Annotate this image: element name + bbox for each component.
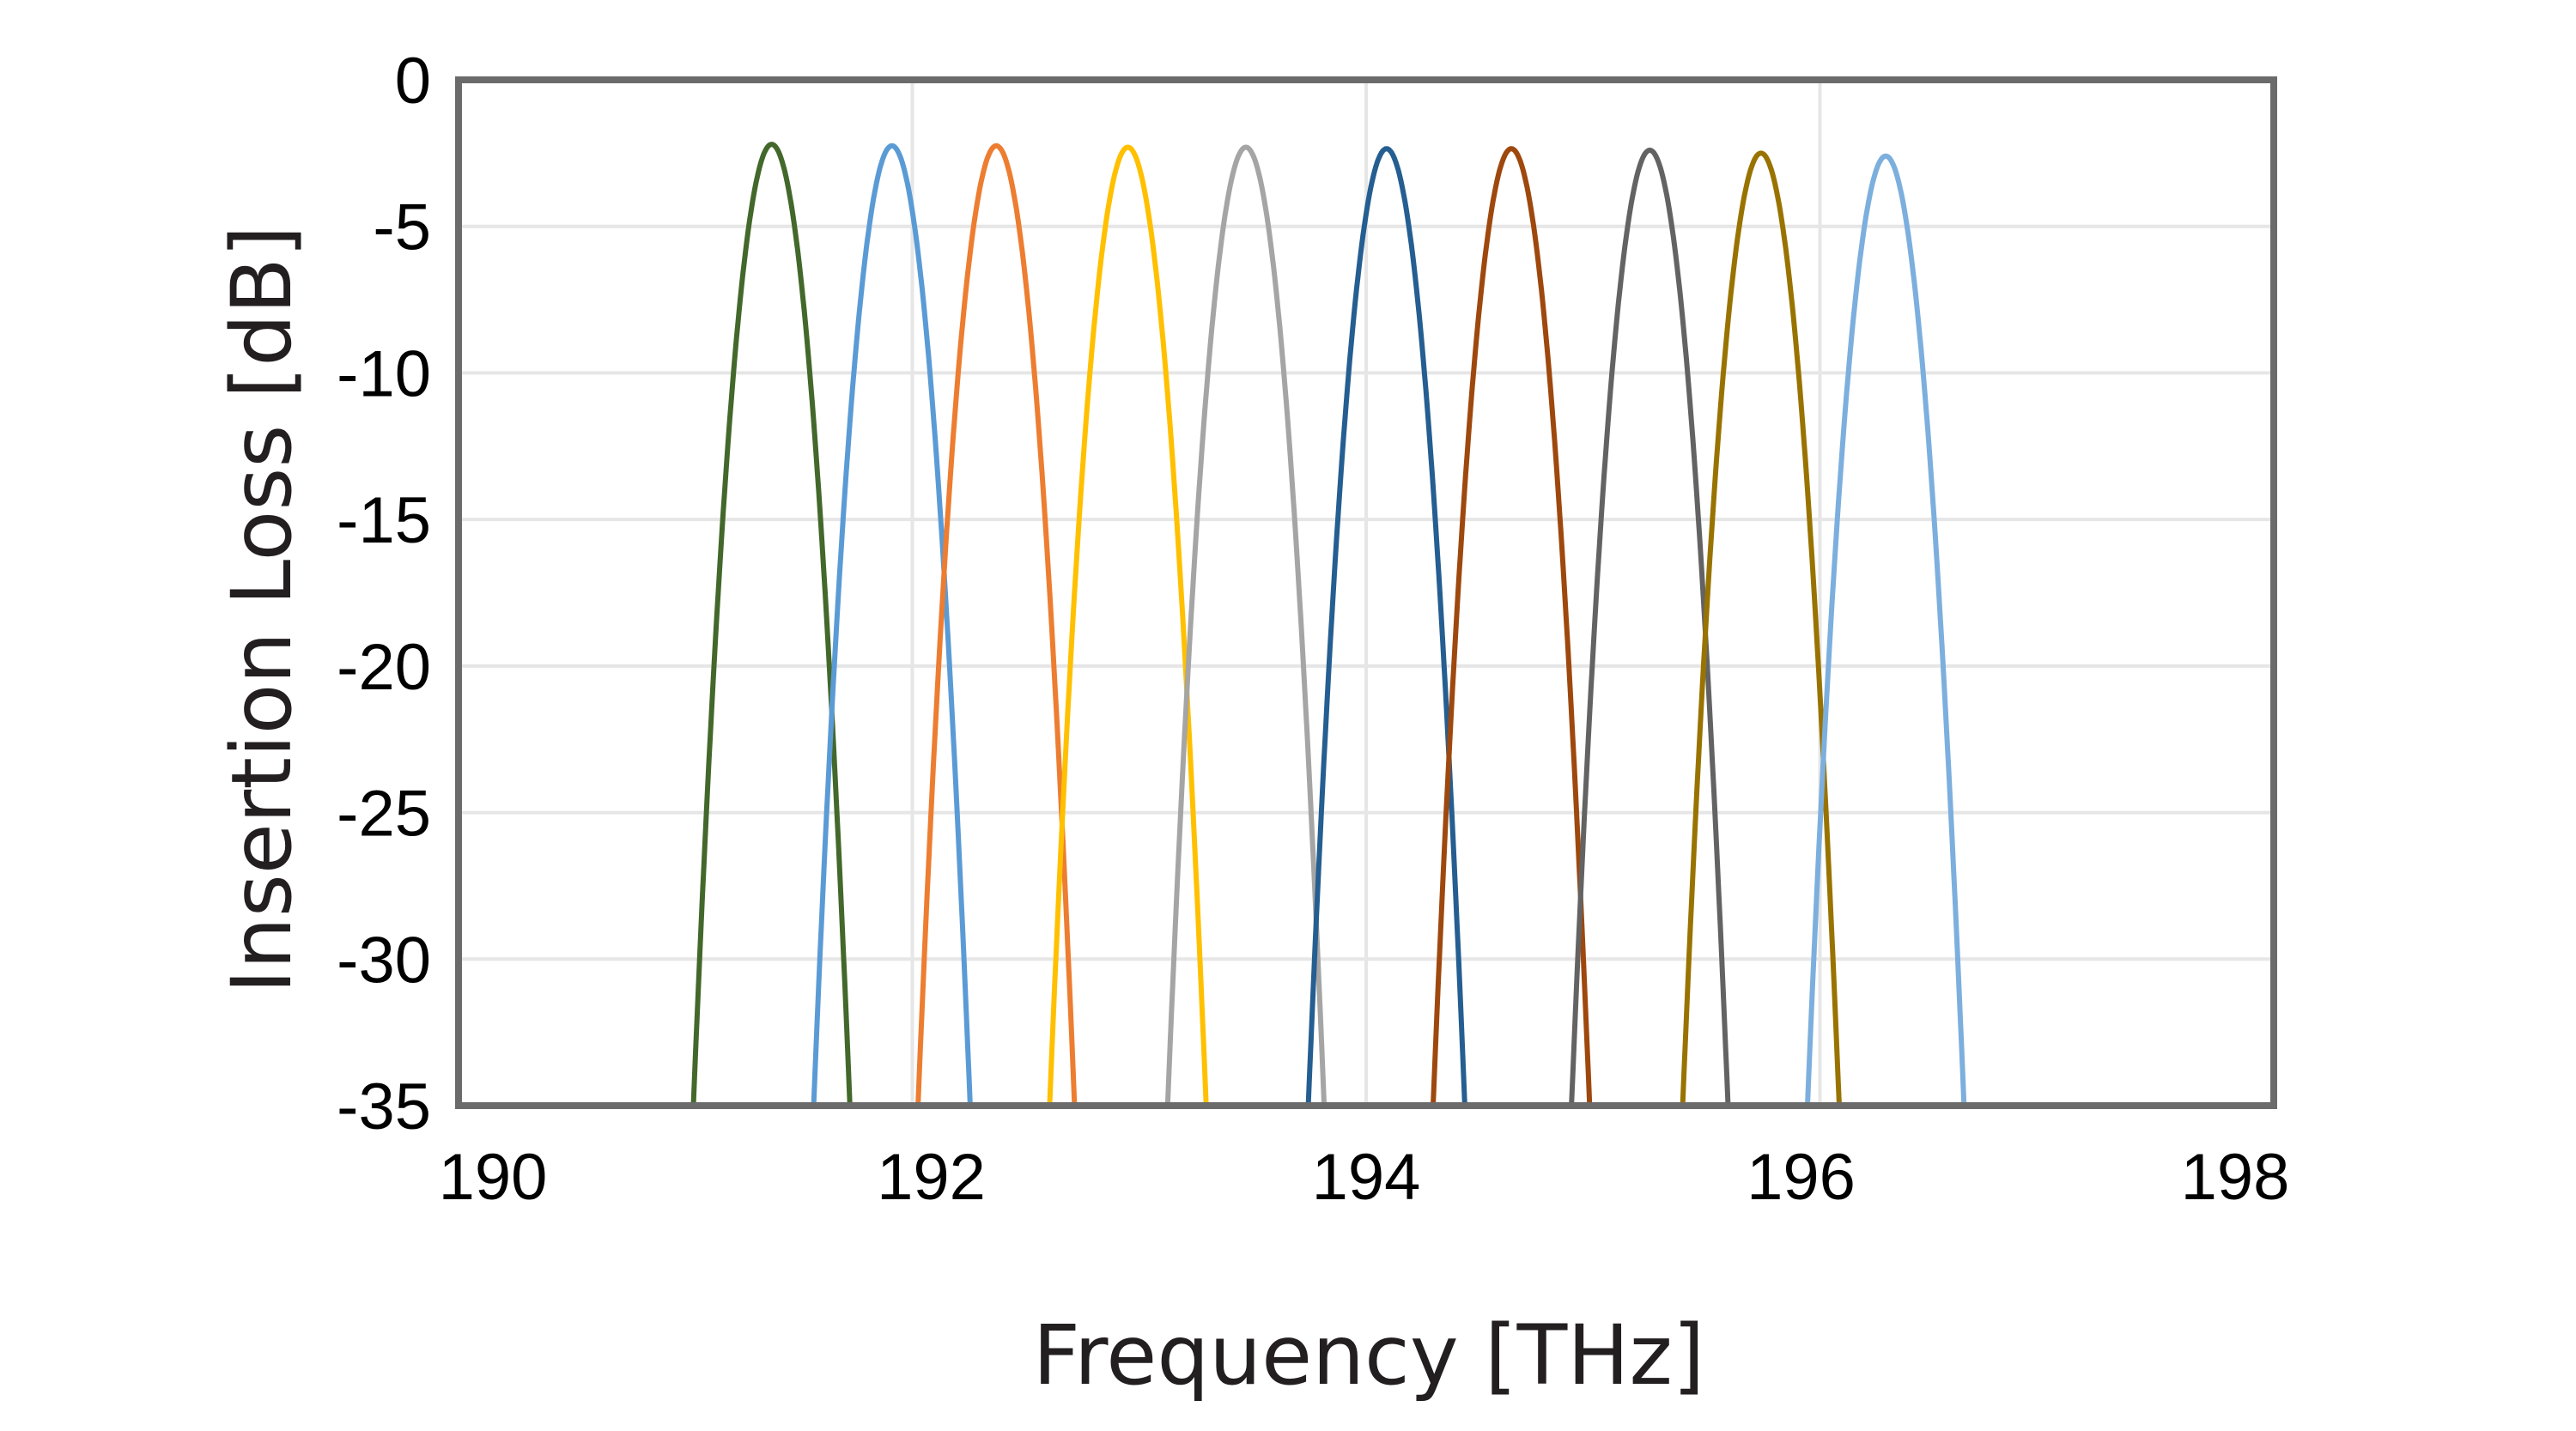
passband-curve-channel-5 — [1164, 144, 1327, 1107]
passband-curve-channel-3 — [915, 142, 1078, 1107]
x-tick-label: 198 — [2181, 1141, 2290, 1214]
passband-curve-channel-6 — [1305, 146, 1467, 1107]
x-tick-label: 192 — [877, 1141, 986, 1214]
passband-curve-channel-4 — [1047, 144, 1209, 1107]
y-tick-label: 0 — [395, 45, 431, 118]
y-tick-label: -10 — [337, 337, 431, 410]
y-tick-label: -25 — [337, 778, 431, 851]
passband-curve-channel-1 — [690, 142, 853, 1107]
x-axis-title: Frequency [THz] — [1033, 1307, 1705, 1404]
passband-curve-channel-10 — [1805, 153, 1967, 1107]
filter-passband-curves — [690, 142, 1967, 1107]
y-tick-label: -20 — [337, 631, 431, 704]
y-tick-label: -35 — [337, 1070, 431, 1143]
y-axis-title: Insertion Loss [dB] — [214, 226, 310, 994]
x-axis-tick-labels: 190 192 194 196 198 — [439, 1141, 2290, 1214]
x-tick-label: 190 — [439, 1141, 548, 1214]
gridlines — [459, 80, 2274, 1106]
passband-curve-channel-9 — [1680, 150, 1842, 1107]
passband-curve-channel-7 — [1431, 146, 1593, 1107]
passband-curve-channel-2 — [811, 142, 973, 1107]
x-tick-label: 196 — [1747, 1141, 1856, 1214]
y-tick-label: -30 — [337, 924, 431, 997]
x-tick-label: 194 — [1312, 1141, 1421, 1214]
y-axis-tick-labels: 0 -5 -10 -15 -20 -25 -30 -35 — [337, 45, 431, 1143]
y-tick-label: -15 — [337, 484, 431, 557]
plot-frame — [455, 76, 2277, 1109]
passband-curve-channel-8 — [1569, 147, 1731, 1107]
y-tick-label: -5 — [373, 191, 431, 264]
